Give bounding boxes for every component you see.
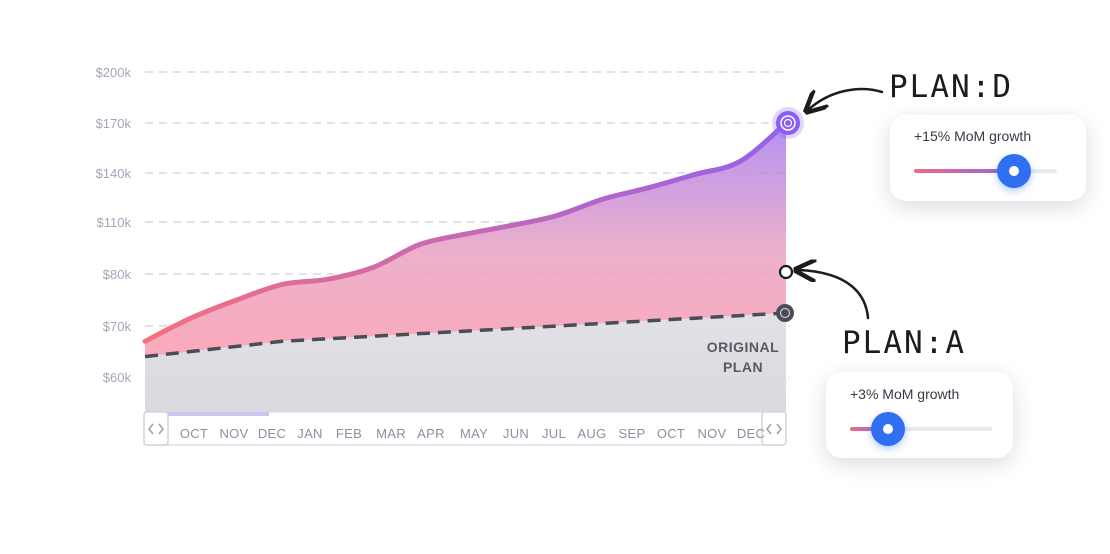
plan-d-growth-card: +15% MoM growth [890, 115, 1086, 201]
plan-a-growth-label: +3% MoM growth [850, 386, 960, 402]
original-plan-area [145, 313, 786, 412]
plan-a-endpoint[interactable] [778, 264, 794, 280]
x-tick-label: JAN [297, 426, 322, 441]
x-tick-label: SEP [619, 426, 646, 441]
x-tick-label: NOV [697, 426, 726, 441]
original-plan-label: PLAN [723, 359, 763, 375]
x-tick-label: DEC [737, 426, 765, 441]
plan-a-annotation: PLAN:A [842, 325, 966, 361]
plan-a-arrow [798, 270, 870, 320]
slider-fill [850, 427, 889, 431]
plan-a-growth-slider[interactable] [850, 412, 992, 446]
plan-d-area [145, 123, 786, 357]
x-axis: OCT NOV DEC JAN FEB MAR APR MAY JUN JUL AUG SEP OCT N… [180, 426, 765, 441]
x-tick-label: OCT [657, 426, 685, 441]
x-tick-label: AUG [577, 426, 606, 441]
x-tick-label: NOV [219, 426, 248, 441]
x-tick-label: JUN [503, 426, 529, 441]
range-handle-right[interactable] [761, 411, 787, 446]
plan-d-line [142, 120, 789, 344]
y-axis: $200k $170k $140k $110k $80k $70k $60k [96, 65, 132, 385]
plan-d-endpoint[interactable] [772, 107, 804, 139]
y-tick-label: $60k [103, 370, 132, 385]
original-plan-line [144, 311, 787, 359]
slider-fill [914, 169, 1015, 173]
original-plan-endpoint[interactable] [776, 304, 794, 322]
x-tick-label: MAY [460, 426, 488, 441]
plan-d-arrow [808, 87, 884, 110]
y-tick-label: $170k [96, 116, 132, 131]
x-tick-label: OCT [180, 426, 208, 441]
x-tick-label: APR [417, 426, 445, 441]
original-plan-label: ORIGINAL [707, 339, 779, 355]
plan-d-growth-label: +15% MoM growth [914, 128, 1032, 144]
x-tick-label: FEB [336, 426, 362, 441]
x-tick-label: JUL [542, 426, 566, 441]
y-tick-label: $110k [97, 215, 132, 230]
x-tick-label: MAR [376, 426, 406, 441]
range-handle-left[interactable] [143, 411, 169, 446]
y-tick-label: $70k [103, 319, 132, 334]
y-tick-label: $80k [103, 267, 132, 282]
plan-d-growth-slider[interactable] [914, 154, 1057, 188]
y-tick-label: $200k [96, 65, 132, 80]
range-selector[interactable]: OCT NOV DEC JAN FEB MAR APR MAY JUN JUL AUG SEP OCT N… [143, 411, 787, 446]
y-tick-label: $140k [96, 166, 132, 181]
series-layer [142, 107, 804, 412]
slider-knob[interactable] [997, 154, 1032, 188]
chevron-left-right-icon [148, 423, 164, 435]
slider-knob[interactable] [871, 412, 906, 446]
plan-a-growth-card: +3% MoM growth [826, 372, 1013, 458]
plan-d-annotation: PLAN:D [889, 69, 1013, 105]
range-selector-highlight[interactable] [168, 412, 269, 416]
chevron-left-right-icon [766, 423, 782, 435]
x-tick-label: DEC [258, 426, 286, 441]
